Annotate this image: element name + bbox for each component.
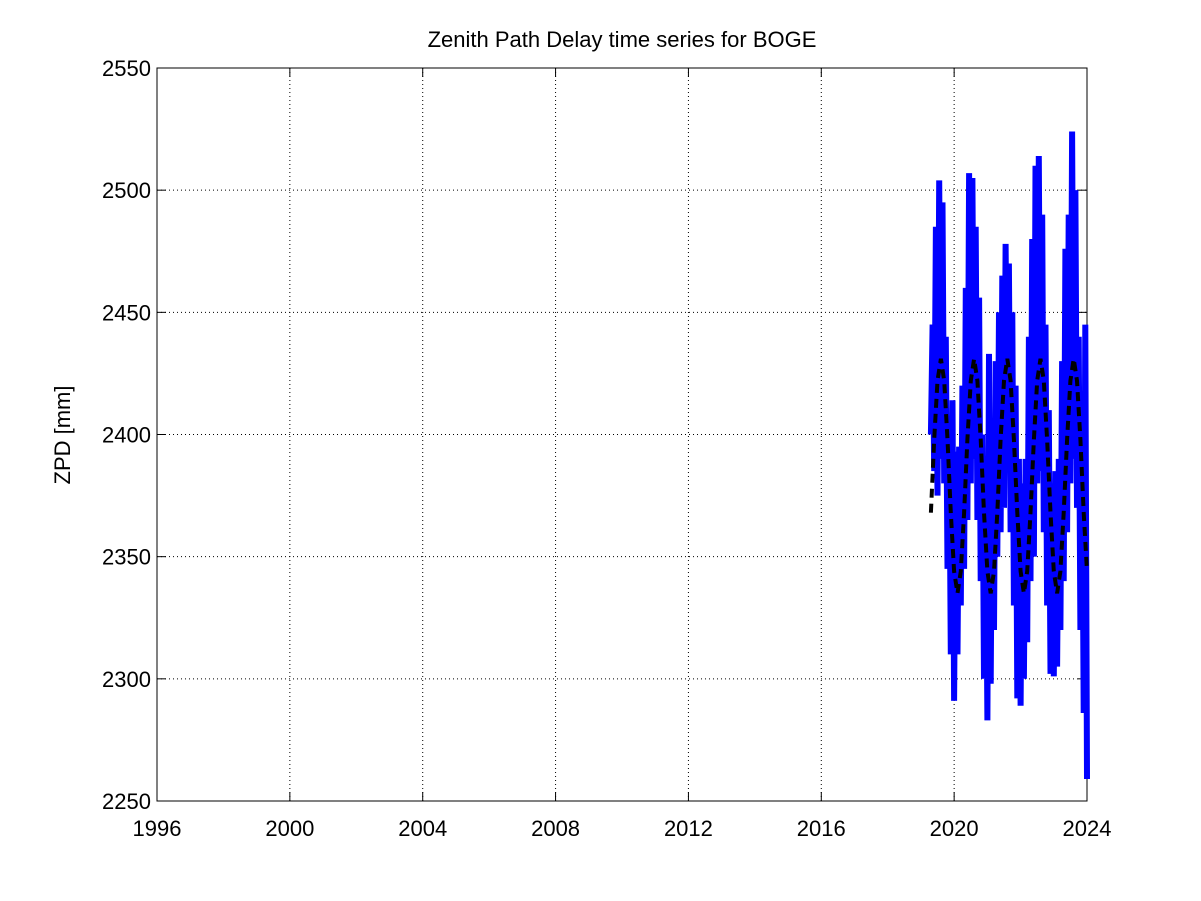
x-tick-label: 2000 (265, 816, 314, 841)
x-tick-label: 2016 (797, 816, 846, 841)
y-tick-label: 2350 (102, 545, 151, 570)
y-tick-label: 2400 (102, 423, 151, 448)
x-tick-label: 2024 (1063, 816, 1112, 841)
y-tick-label: 2250 (102, 789, 151, 814)
chart-title: Zenith Path Delay time series for BOGE (428, 27, 817, 52)
x-tick-label: 2004 (398, 816, 447, 841)
y-tick-label: 2300 (102, 667, 151, 692)
y-tick-label: 2550 (102, 56, 151, 81)
x-tick-label: 1996 (133, 816, 182, 841)
x-tick-label: 2008 (531, 816, 580, 841)
x-tick-label: 2012 (664, 816, 713, 841)
y-axis-label: ZPD [mm] (50, 386, 75, 485)
y-tick-label: 2450 (102, 300, 151, 325)
series-line (928, 358, 1089, 594)
y-tick-label: 2500 (102, 178, 151, 203)
x-tick-label: 2020 (930, 816, 979, 841)
